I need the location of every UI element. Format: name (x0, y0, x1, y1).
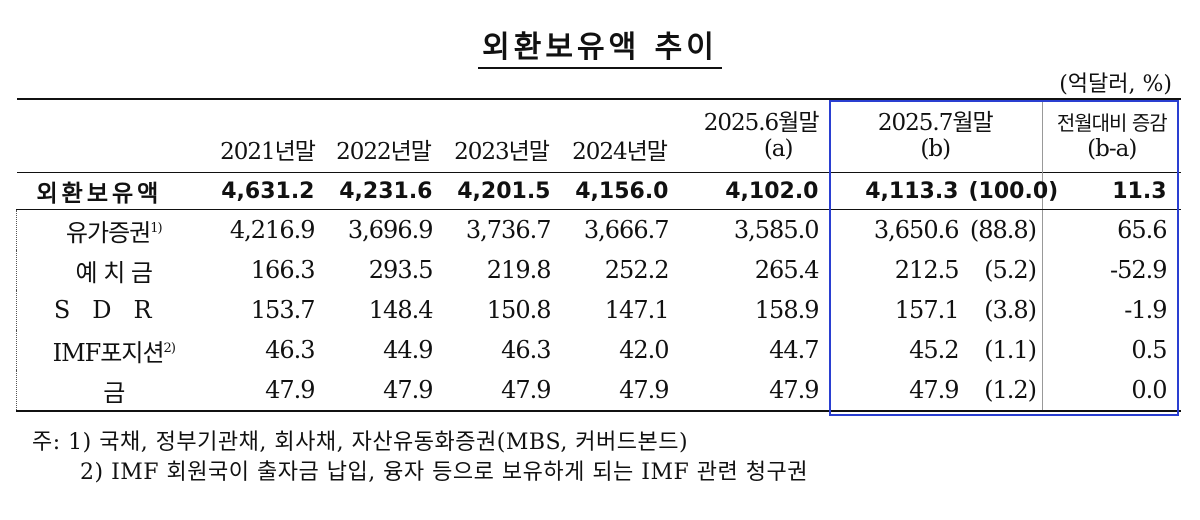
header-change: 전월대비 증감 (b-a) (1042, 98, 1181, 173)
header-2024: 2024년말 (560, 98, 679, 173)
reserves-table: 2021년말 2022년말 2023년말 2024년말 2025.6월말 (a)… (16, 98, 1181, 412)
cell-v2021: 4,631.2 (210, 172, 325, 210)
header-2025-7: 2025.7월말 (b) (828, 98, 1043, 173)
cell-share: (88.8) (969, 216, 1037, 244)
table-row: 금 47.9 47.9 47.9 47.9 47.9 47.9 (1.2) 0.0 (16, 370, 1181, 412)
cell-v2022: 44.9 (383, 336, 433, 364)
row-label: 외환보유액 (16, 172, 211, 210)
cell-v2025-6: 265.4 (754, 256, 820, 284)
cell-change: -1.9 (1042, 290, 1181, 330)
cell-change: -52.9 (1042, 250, 1181, 290)
unit-label: (억달러, %) (1059, 72, 1172, 97)
table-header-row: 2021년말 2022년말 2023년말 2024년말 2025.6월말 (a)… (16, 98, 1181, 173)
cell-v2022: 47.9 (324, 370, 443, 412)
cell-v2021: 46.3 (265, 336, 315, 364)
footnote-marker: 2) (163, 340, 176, 356)
cell-share: (100.0) (968, 172, 1058, 210)
row-label-text: 예 치 금 (75, 258, 153, 287)
cell-change: 65.6 (1042, 209, 1181, 250)
cell-v2021: 4,216.9 (229, 216, 316, 244)
footnote-1: 주: 1) 국채, 정부기관채, 회사채, 자산유동화증권(MBS, 커버드본드… (32, 430, 689, 455)
cell-v2025-6: 4,102.0 (678, 172, 829, 210)
cell-v2023: 150.8 (486, 296, 552, 324)
cell-v2025-7: 157.1 (894, 296, 960, 324)
cell-v2025-6: 158.9 (754, 296, 820, 324)
row-label-text: IMF포지션 (52, 338, 165, 367)
cell-v2025-7: 45.2 (909, 336, 959, 364)
cell-share: (3.8) (984, 296, 1037, 324)
row-label: SDR (16, 290, 211, 330)
cell-v2025-7: 47.9 (828, 370, 969, 412)
cell-v2024: 42.0 (619, 336, 669, 364)
cell-v2021: 153.7 (250, 296, 316, 324)
cell-v2024: 47.9 (560, 370, 679, 412)
row-label-text: 유가증권 (65, 218, 151, 247)
cell-change: 0.5 (1042, 330, 1181, 370)
cell-v2024: 4,156.0 (560, 172, 679, 210)
table-row: 유가증권1) 4,216.9 3,696.9 3,736.7 3,666.7 3,585.… (16, 209, 1181, 250)
row-label-text: SDR (53, 296, 174, 324)
total-row: 외환보유액 4,631.2 4,231.6 4,201.5 4,156.0 4,102.0… (16, 172, 1181, 210)
row-label-text: 외환보유액 (36, 181, 163, 207)
cell-change: 11.3 (1042, 172, 1181, 210)
cell-v2022: 3,696.9 (347, 216, 434, 244)
cell-v2025-6: 47.9 (678, 370, 829, 412)
cell-v2022: 293.5 (368, 256, 434, 284)
header-blank (16, 98, 211, 173)
cell-v2024: 147.1 (604, 296, 670, 324)
row-label: 예 치 금 (16, 250, 211, 290)
header-2021: 2021년말 (210, 98, 325, 173)
table-row: SDR 153.7 148.4 150.8 147.1 158.9 157.1 (3.8) -1… (16, 290, 1181, 330)
cell-v2023: 47.9 (442, 370, 561, 412)
header-2025-6: 2025.6월말 (a) (678, 98, 829, 173)
cell-v2024: 3,666.7 (583, 216, 670, 244)
table-row: 예 치 금 166.3 293.5 219.8 252.2 265.4 212.5 (5.2)… (16, 250, 1181, 290)
cell-v2025-6: 3,585.0 (733, 216, 820, 244)
cell-v2021: 47.9 (210, 370, 325, 412)
footnote-marker: 1) (150, 220, 162, 236)
cell-v2025-7: 212.5 (894, 256, 960, 284)
cell-v2023: 3,736.7 (465, 216, 552, 244)
cell-v2025-6: 44.7 (769, 336, 819, 364)
page-title: 외환보유액 추이 (0, 22, 1200, 69)
row-label-text: 금 (103, 378, 125, 407)
cell-v2023: 46.3 (501, 336, 551, 364)
cell-v2022: 148.4 (368, 296, 434, 324)
row-label: 유가증권1) (16, 209, 211, 250)
table-row: IMF포지션2) 46.3 44.9 46.3 42.0 44.7 45.2 (1.1) 0.5 (16, 330, 1181, 370)
row-label: 금 (16, 370, 211, 412)
header-2023: 2023년말 (442, 98, 561, 173)
footnote-2: 2) IMF 회원국이 출자금 납입, 융자 등으로 보유하게 되는 IMF 관… (80, 460, 808, 485)
cell-v2025-7: 4,113.3 (828, 172, 969, 210)
cell-v2022: 4,231.6 (324, 172, 443, 210)
cell-v2021: 166.3 (250, 256, 316, 284)
cell-change: 0.0 (1042, 370, 1181, 412)
cell-share: (1.2) (968, 370, 1043, 412)
cell-v2025-7: 3,650.6 (873, 216, 960, 244)
cell-v2023: 4,201.5 (442, 172, 561, 210)
cell-v2023: 219.8 (486, 256, 552, 284)
row-label: IMF포지션2) (16, 330, 211, 370)
cell-share: (1.1) (984, 336, 1037, 364)
header-2022: 2022년말 (324, 98, 443, 173)
cell-share: (5.2) (984, 256, 1037, 284)
cell-v2024: 252.2 (604, 256, 670, 284)
